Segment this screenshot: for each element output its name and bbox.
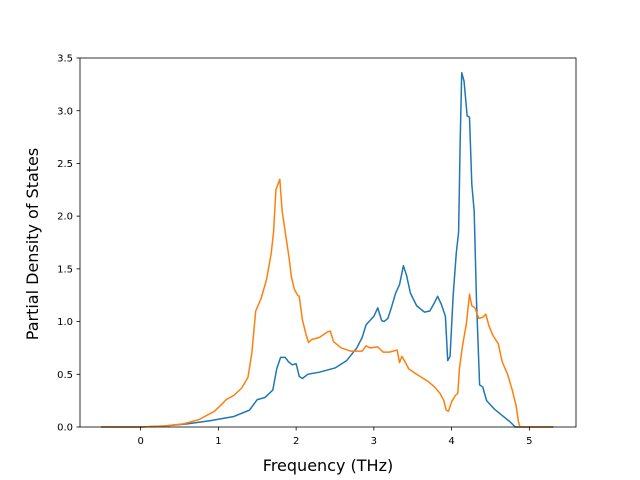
y-tick-label: 1.0 bbox=[57, 317, 73, 328]
y-tick-label: 3.0 bbox=[57, 106, 73, 117]
x-tick-label: 4 bbox=[448, 436, 454, 447]
y-axis-label: Partial Density of States bbox=[23, 148, 42, 340]
x-tick-label: 3 bbox=[371, 436, 377, 447]
y-tick-label: 2.5 bbox=[57, 159, 73, 170]
y-tick-label: 2.0 bbox=[57, 212, 73, 223]
x-tick-label: 1 bbox=[215, 436, 221, 447]
axes-frame bbox=[79, 57, 577, 428]
y-tick-label: 0.0 bbox=[57, 423, 73, 434]
y-tick-label: 0.5 bbox=[57, 370, 73, 381]
series-layer bbox=[101, 72, 554, 428]
y-tick-label: 3.5 bbox=[57, 54, 73, 65]
series-line-2 bbox=[101, 178, 554, 428]
axes-layer: 0 1 2 3 4 5 0.0 0.5 1.0 1.5 2.0 2.5 3.0 3.5 bbox=[57, 54, 577, 447]
x-tick-label: 0 bbox=[137, 436, 143, 447]
y-tick-label: 1.5 bbox=[57, 264, 73, 275]
plot-area bbox=[80, 58, 576, 427]
x-tick-label: 2 bbox=[293, 436, 299, 447]
x-axis-label: Frequency (THz) bbox=[263, 456, 393, 475]
x-tick-label: 5 bbox=[526, 436, 532, 447]
series-line-1 bbox=[101, 72, 554, 428]
plot-background bbox=[80, 58, 576, 427]
